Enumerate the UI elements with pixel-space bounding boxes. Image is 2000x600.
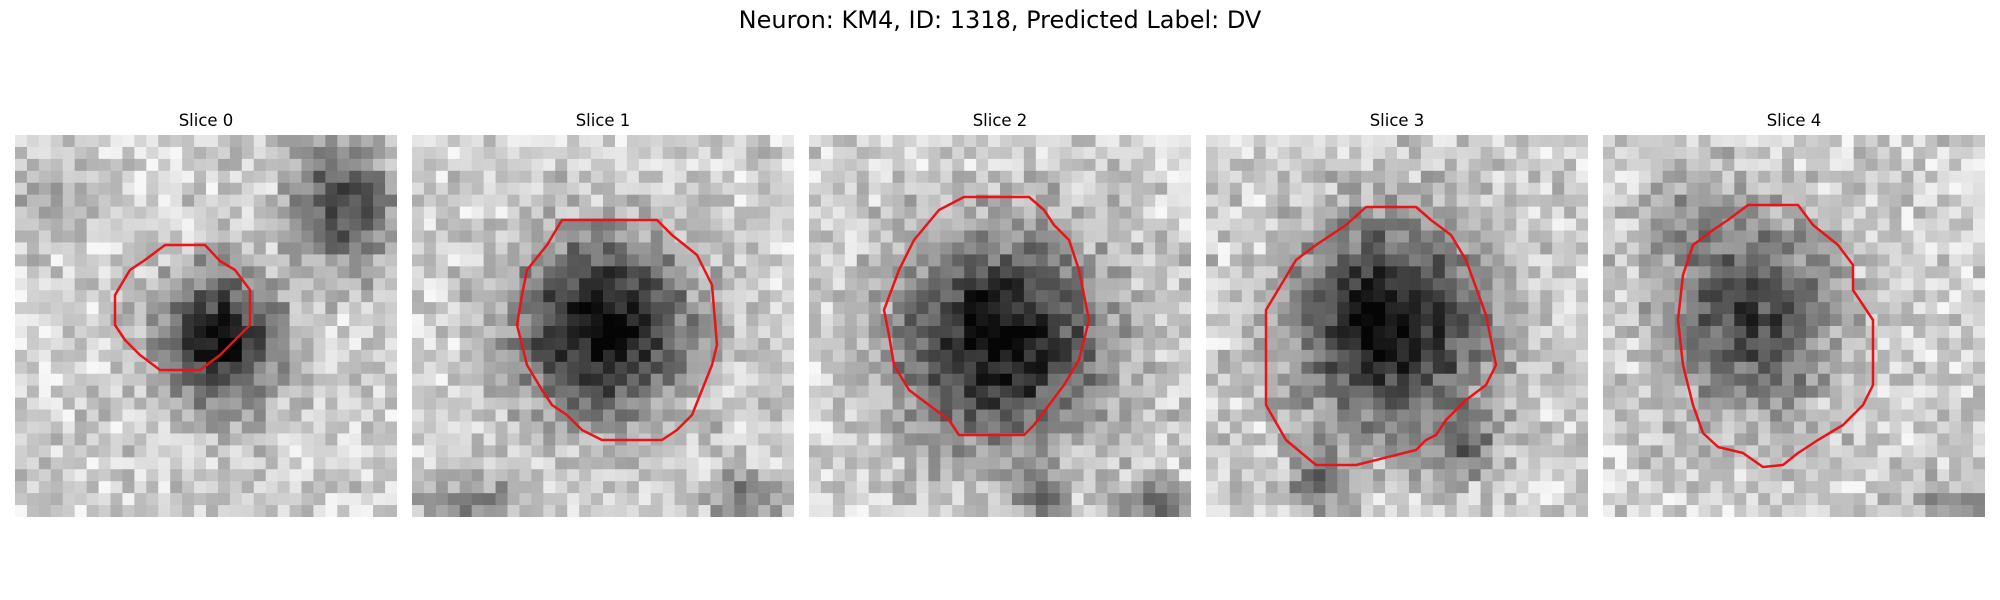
slice-panel-4: Slice 4 [1603, 108, 1985, 517]
slice-image-4 [1603, 135, 1985, 517]
slice-image-0 [15, 135, 397, 517]
slice-image-3 [1206, 135, 1588, 517]
segmentation-contour-1 [515, 218, 719, 442]
slice-title-4: Slice 4 [1766, 111, 1822, 130]
segmentation-contour-0 [113, 243, 252, 372]
slice-image-0-svg [15, 135, 397, 517]
slice-panel-3: Slice 3 [1206, 108, 1588, 517]
segmentation-contour-2 [882, 195, 1091, 437]
segmentation-contour-3 [1264, 205, 1498, 467]
slice-image-3-svg [1206, 135, 1588, 517]
slice-image-2-svg [809, 135, 1191, 517]
slice-image-4-svg [1603, 135, 1985, 517]
slice-image-1 [412, 135, 794, 517]
slice-panel-2: Slice 2 [809, 108, 1191, 517]
segmentation-contour-4 [1676, 203, 1875, 469]
slice-title-1: Slice 1 [575, 111, 631, 130]
slice-panel-0: Slice 0 [15, 108, 397, 517]
slice-image-2 [809, 135, 1191, 517]
slice-image-1-svg [412, 135, 794, 517]
slice-title-3: Slice 3 [1369, 111, 1425, 130]
slice-title-2: Slice 2 [972, 111, 1028, 130]
slice-title-0: Slice 0 [178, 111, 234, 130]
figure-title: Neuron: KM4, ID: 1318, Predicted Label: … [738, 6, 1262, 34]
slice-panel-1: Slice 1 [412, 108, 794, 517]
